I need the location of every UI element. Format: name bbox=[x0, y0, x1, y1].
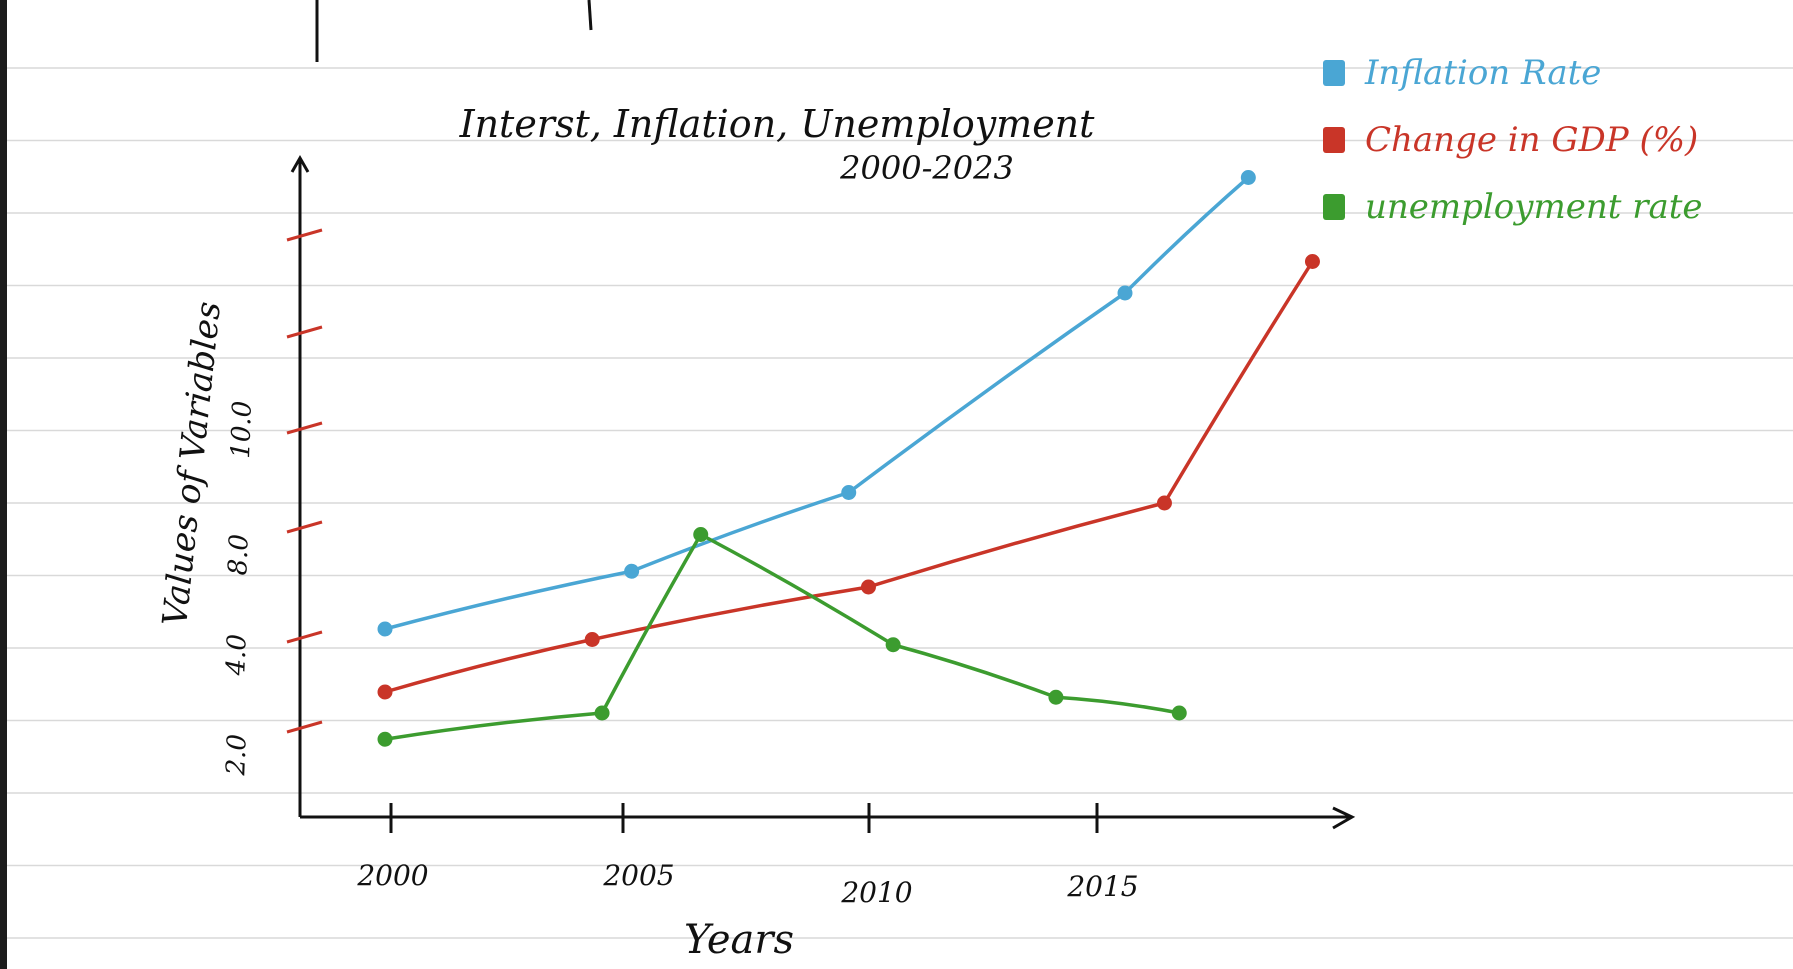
y-tick-label: 4.0 bbox=[221, 634, 252, 677]
x-tick-label: 2015 bbox=[1066, 870, 1138, 903]
data-point bbox=[1240, 170, 1256, 185]
ruled-lines bbox=[7, 67, 1793, 939]
legend-label: unemployment rate bbox=[1365, 187, 1703, 227]
legend-swatch bbox=[1323, 127, 1345, 153]
y-tick-label: 10.0 bbox=[226, 400, 258, 459]
y-tick-label: 8.0 bbox=[223, 534, 254, 576]
stray-mark bbox=[587, 0, 593, 31]
data-point bbox=[377, 731, 393, 747]
y-tick bbox=[286, 520, 323, 534]
x-axis bbox=[300, 806, 1356, 830]
x-tick-label: 2005 bbox=[602, 859, 674, 892]
y-tick bbox=[286, 228, 323, 242]
x-tick-label: 2010 bbox=[840, 876, 912, 909]
legend: Inflation Rate Change in GDP (%) unemploym… bbox=[1323, 53, 1703, 227]
data-point bbox=[885, 637, 901, 653]
y-ticks: 2.0 4.0 8.0 10.0 bbox=[221, 228, 323, 777]
chart-title: Interst, Inflation, Unemployment bbox=[459, 102, 1096, 146]
series-line bbox=[383, 175, 1251, 631]
data-point bbox=[377, 684, 393, 700]
y-tick bbox=[286, 325, 323, 339]
series-2 bbox=[377, 254, 1320, 700]
series-1 bbox=[377, 170, 1256, 637]
data-point bbox=[693, 527, 709, 542]
data-point bbox=[1117, 285, 1133, 301]
x-ticks: 2000 2005 2010 2015 bbox=[356, 803, 1139, 909]
data-point bbox=[860, 579, 876, 595]
data-point bbox=[624, 563, 640, 579]
legend-swatch bbox=[1323, 194, 1345, 220]
data-point bbox=[1048, 689, 1064, 705]
legend-swatch bbox=[1323, 60, 1345, 86]
data-point bbox=[1171, 705, 1187, 721]
x-axis-label: Years bbox=[684, 917, 794, 963]
data-point bbox=[1304, 254, 1320, 269]
series-line bbox=[383, 532, 1182, 741]
x-tick-label: 2000 bbox=[356, 859, 428, 892]
y-axis-arrow bbox=[290, 154, 310, 173]
y-tick-label: 2.0 bbox=[221, 734, 252, 777]
y-tick bbox=[286, 421, 323, 435]
x-axis-arrow bbox=[1332, 806, 1356, 830]
chart: Interst, Inflation, Unemployment 2000-20… bbox=[7, 0, 1793, 963]
y-axis bbox=[290, 154, 310, 817]
series-3 bbox=[377, 527, 1187, 747]
series-group bbox=[377, 170, 1320, 747]
chart-subtitle: 2000-2023 bbox=[839, 149, 1014, 187]
legend-label: Inflation Rate bbox=[1364, 53, 1601, 93]
data-point bbox=[1156, 495, 1172, 511]
series-line bbox=[383, 259, 1315, 694]
data-point bbox=[841, 485, 857, 500]
y-tick bbox=[286, 720, 323, 734]
y-axis-label: Values of Variables bbox=[155, 300, 229, 628]
data-point bbox=[594, 705, 610, 721]
legend-label: Change in GDP (%) bbox=[1365, 120, 1698, 160]
y-tick bbox=[286, 630, 323, 644]
data-point bbox=[584, 632, 600, 647]
left-edge bbox=[0, 0, 7, 969]
data-point bbox=[377, 621, 393, 637]
